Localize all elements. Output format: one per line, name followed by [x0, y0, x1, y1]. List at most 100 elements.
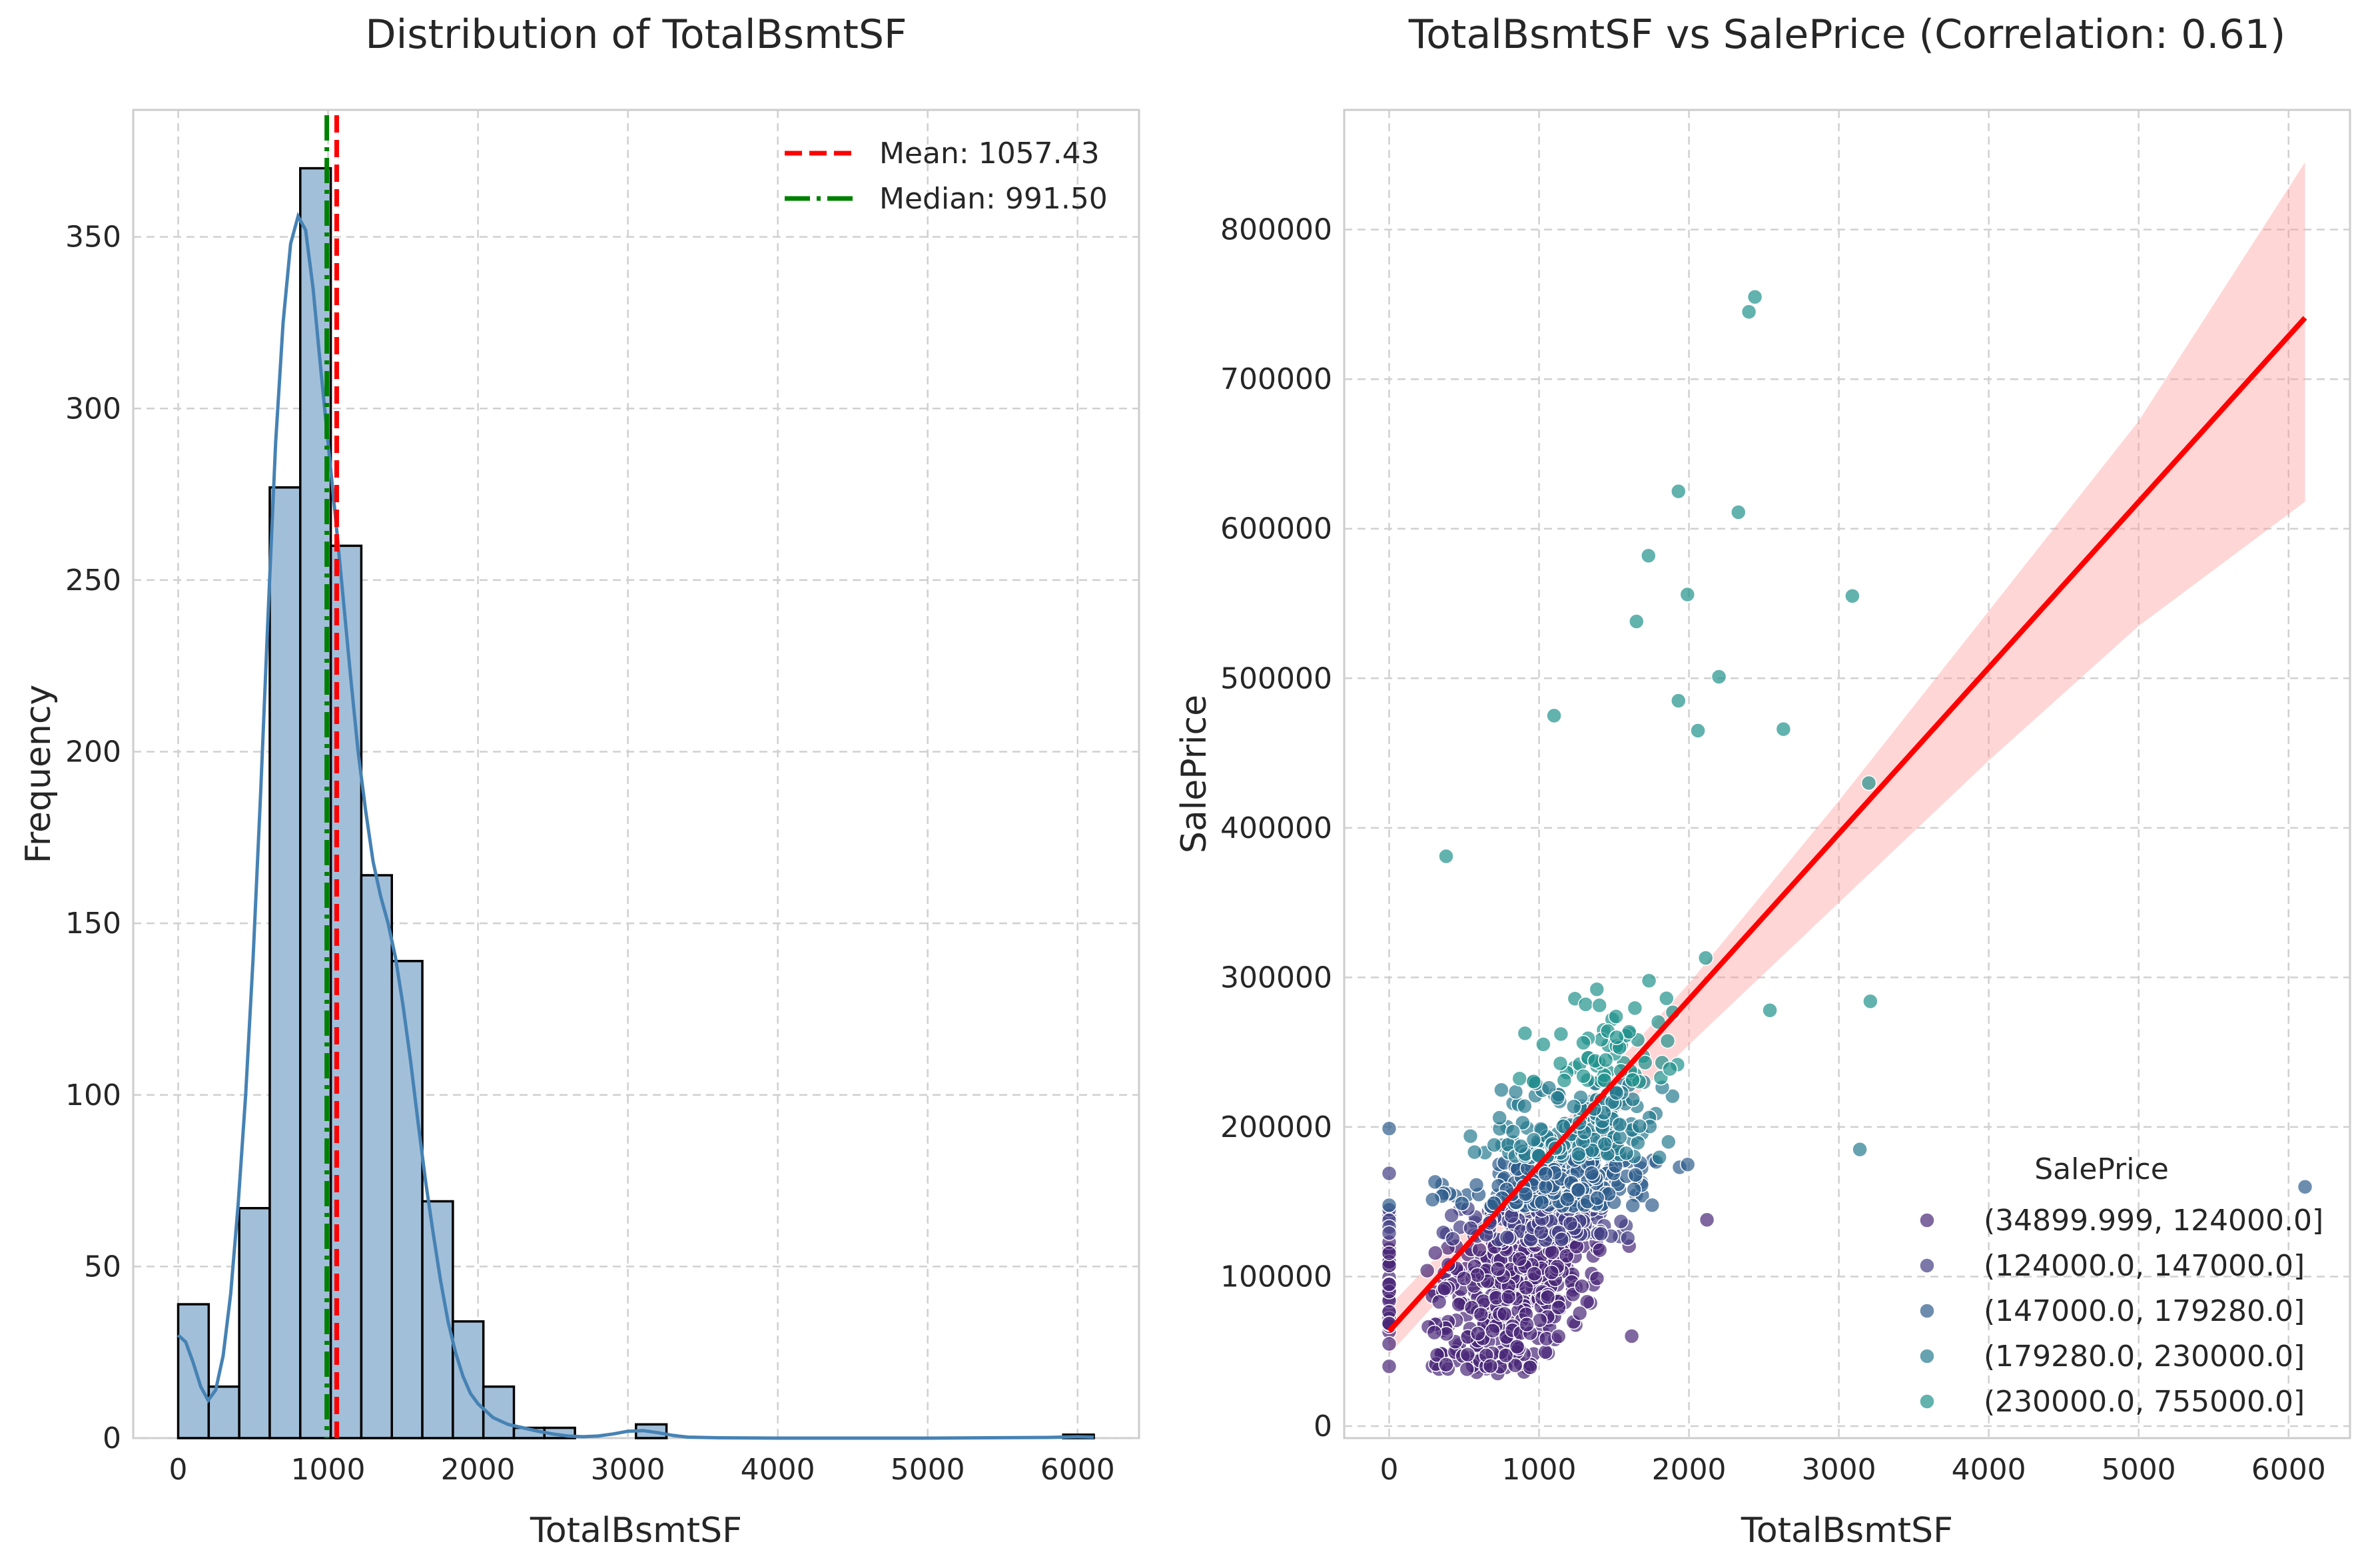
scatter-point [1451, 1296, 1467, 1313]
scatter-legend-title: SalePrice [2034, 1152, 2169, 1186]
scatter-point [1553, 1026, 1569, 1042]
scatter-point [1556, 1072, 1573, 1088]
scatter-point [1659, 990, 1675, 1006]
scatter-x-tick-label: 2000 [1652, 1453, 1727, 1487]
scatter-point [1438, 1356, 1454, 1373]
legend-label: (147000.0, 179280.0] [1984, 1294, 2305, 1328]
scatter-point [1697, 950, 1714, 966]
scatter-point [1593, 1226, 1609, 1242]
scatter-point [1537, 1344, 1553, 1360]
histogram-x-tick-label: 1000 [291, 1453, 366, 1487]
histogram-title: Distribution of TotalBsmtSF [365, 11, 907, 58]
scatter-point [1543, 1264, 1560, 1281]
scatter-point [1462, 1128, 1479, 1144]
scatter-point [1381, 1165, 1397, 1182]
histogram-bar [268, 486, 302, 1439]
scatter-point [1507, 1084, 1524, 1100]
scatter-point [1623, 1328, 1640, 1344]
scatter-point [1519, 1316, 1535, 1333]
scatter-point [1609, 1084, 1625, 1101]
scatter-point [1473, 1306, 1489, 1322]
scatter-point [1608, 1008, 1624, 1024]
scatter-point [1551, 1328, 1567, 1345]
legend-median-label: Median: 991.50 [879, 182, 1108, 216]
histogram-y-tick-label: 200 [65, 735, 121, 769]
scatter-point [1671, 483, 1687, 500]
scatter-point [1571, 1305, 1588, 1322]
scatter-point [1381, 1120, 1397, 1136]
scatter-point [1559, 1191, 1575, 1208]
scatter-point [1507, 1358, 1523, 1373]
scatter-point [1662, 1060, 1678, 1077]
scatter-point [1546, 707, 1562, 724]
scatter-panel: 0 1000 2000 3000 4000 5000 6000 0 100000 200000 3… [1174, 11, 2351, 1551]
scatter-point [1424, 1192, 1441, 1208]
scatter-point [1459, 1361, 1475, 1377]
legend-mean-label: Mean: 1057.43 [879, 137, 1100, 171]
scatter-point [1497, 1348, 1514, 1364]
scatter-point [1589, 1190, 1605, 1206]
scatter-point [1532, 1312, 1548, 1328]
scatter-point [1445, 1230, 1461, 1247]
scatter-point [1852, 1141, 1868, 1158]
scatter-point [1537, 1166, 1553, 1182]
scatter-point [1436, 1280, 1453, 1297]
histogram-x-tick-label: 6000 [1040, 1453, 1115, 1487]
scatter-point [1591, 997, 1607, 1014]
scatter-point [1731, 504, 1747, 520]
legend-label: (230000.0, 755000.0] [1984, 1385, 2305, 1419]
scatter-point [1625, 1072, 1641, 1088]
scatter-y-tick-label: 200000 [1220, 1110, 1332, 1144]
scatter-point [1426, 1324, 1443, 1341]
histogram-x-tick-label: 5000 [891, 1453, 965, 1487]
scatter-point [1381, 1197, 1397, 1214]
scatter-point [1629, 613, 1645, 629]
legend-label: (124000.0, 147000.0] [1984, 1249, 2305, 1283]
scatter-point [1577, 996, 1594, 1012]
scatter-point [1574, 1278, 1590, 1294]
scatter-point [1535, 1036, 1551, 1052]
scatter-point [1625, 1197, 1641, 1214]
scatter-point [1499, 1229, 1515, 1246]
scatter-point [1381, 1245, 1397, 1262]
scatter-point [1741, 304, 1757, 320]
scatter-point [1511, 1251, 1528, 1268]
scatter-point [1381, 1276, 1397, 1292]
scatter-y-tick-label: 700000 [1220, 362, 1332, 396]
scatter-y-axis-label: SalePrice [1174, 695, 1214, 853]
scatter-point [1566, 1098, 1582, 1115]
scatter-point [1552, 1055, 1569, 1072]
scatter-point [1570, 1182, 1587, 1198]
scatter-y-tick-label: 400000 [1220, 811, 1332, 845]
histogram-x-tick-label: 3000 [591, 1453, 665, 1487]
scatter-y-tick-label: 100000 [1220, 1260, 1332, 1294]
scatter-point [1466, 1144, 1483, 1160]
scatter-point [1613, 1214, 1629, 1230]
scatter-point [1443, 1207, 1459, 1224]
histogram-bar [238, 1207, 271, 1439]
scatter-point [1517, 1025, 1533, 1041]
scatter-point [1381, 1336, 1397, 1352]
scatter-point [1627, 1167, 1644, 1183]
scatter-point [1627, 1000, 1643, 1016]
scatter-y-tick-label: 300000 [1220, 961, 1332, 994]
scatter-point [1471, 1242, 1487, 1258]
kde-curve-line [177, 212, 1094, 1440]
scatter-point [1511, 1070, 1528, 1087]
scatter-point [1562, 1216, 1579, 1232]
legend-label: (34899.999, 124000.0] [1984, 1204, 2323, 1238]
scatter-point [1427, 1174, 1443, 1190]
scatter-point [1575, 1034, 1591, 1051]
scatter-point [1493, 1082, 1509, 1098]
scatter-point [1533, 1194, 1550, 1210]
scatter-point [1459, 1346, 1476, 1363]
scatter-point [1589, 1270, 1605, 1286]
scatter-y-tick-label: 600000 [1220, 512, 1332, 546]
scatter-point [1644, 1197, 1661, 1213]
scatter-y-tick-label: 800000 [1220, 213, 1332, 247]
scatter-point [1381, 1225, 1397, 1241]
histogram-y-tick-label: 350 [65, 220, 121, 254]
histogram-x-tick-label: 2000 [441, 1453, 516, 1487]
histogram-reference-lines [324, 115, 339, 1438]
